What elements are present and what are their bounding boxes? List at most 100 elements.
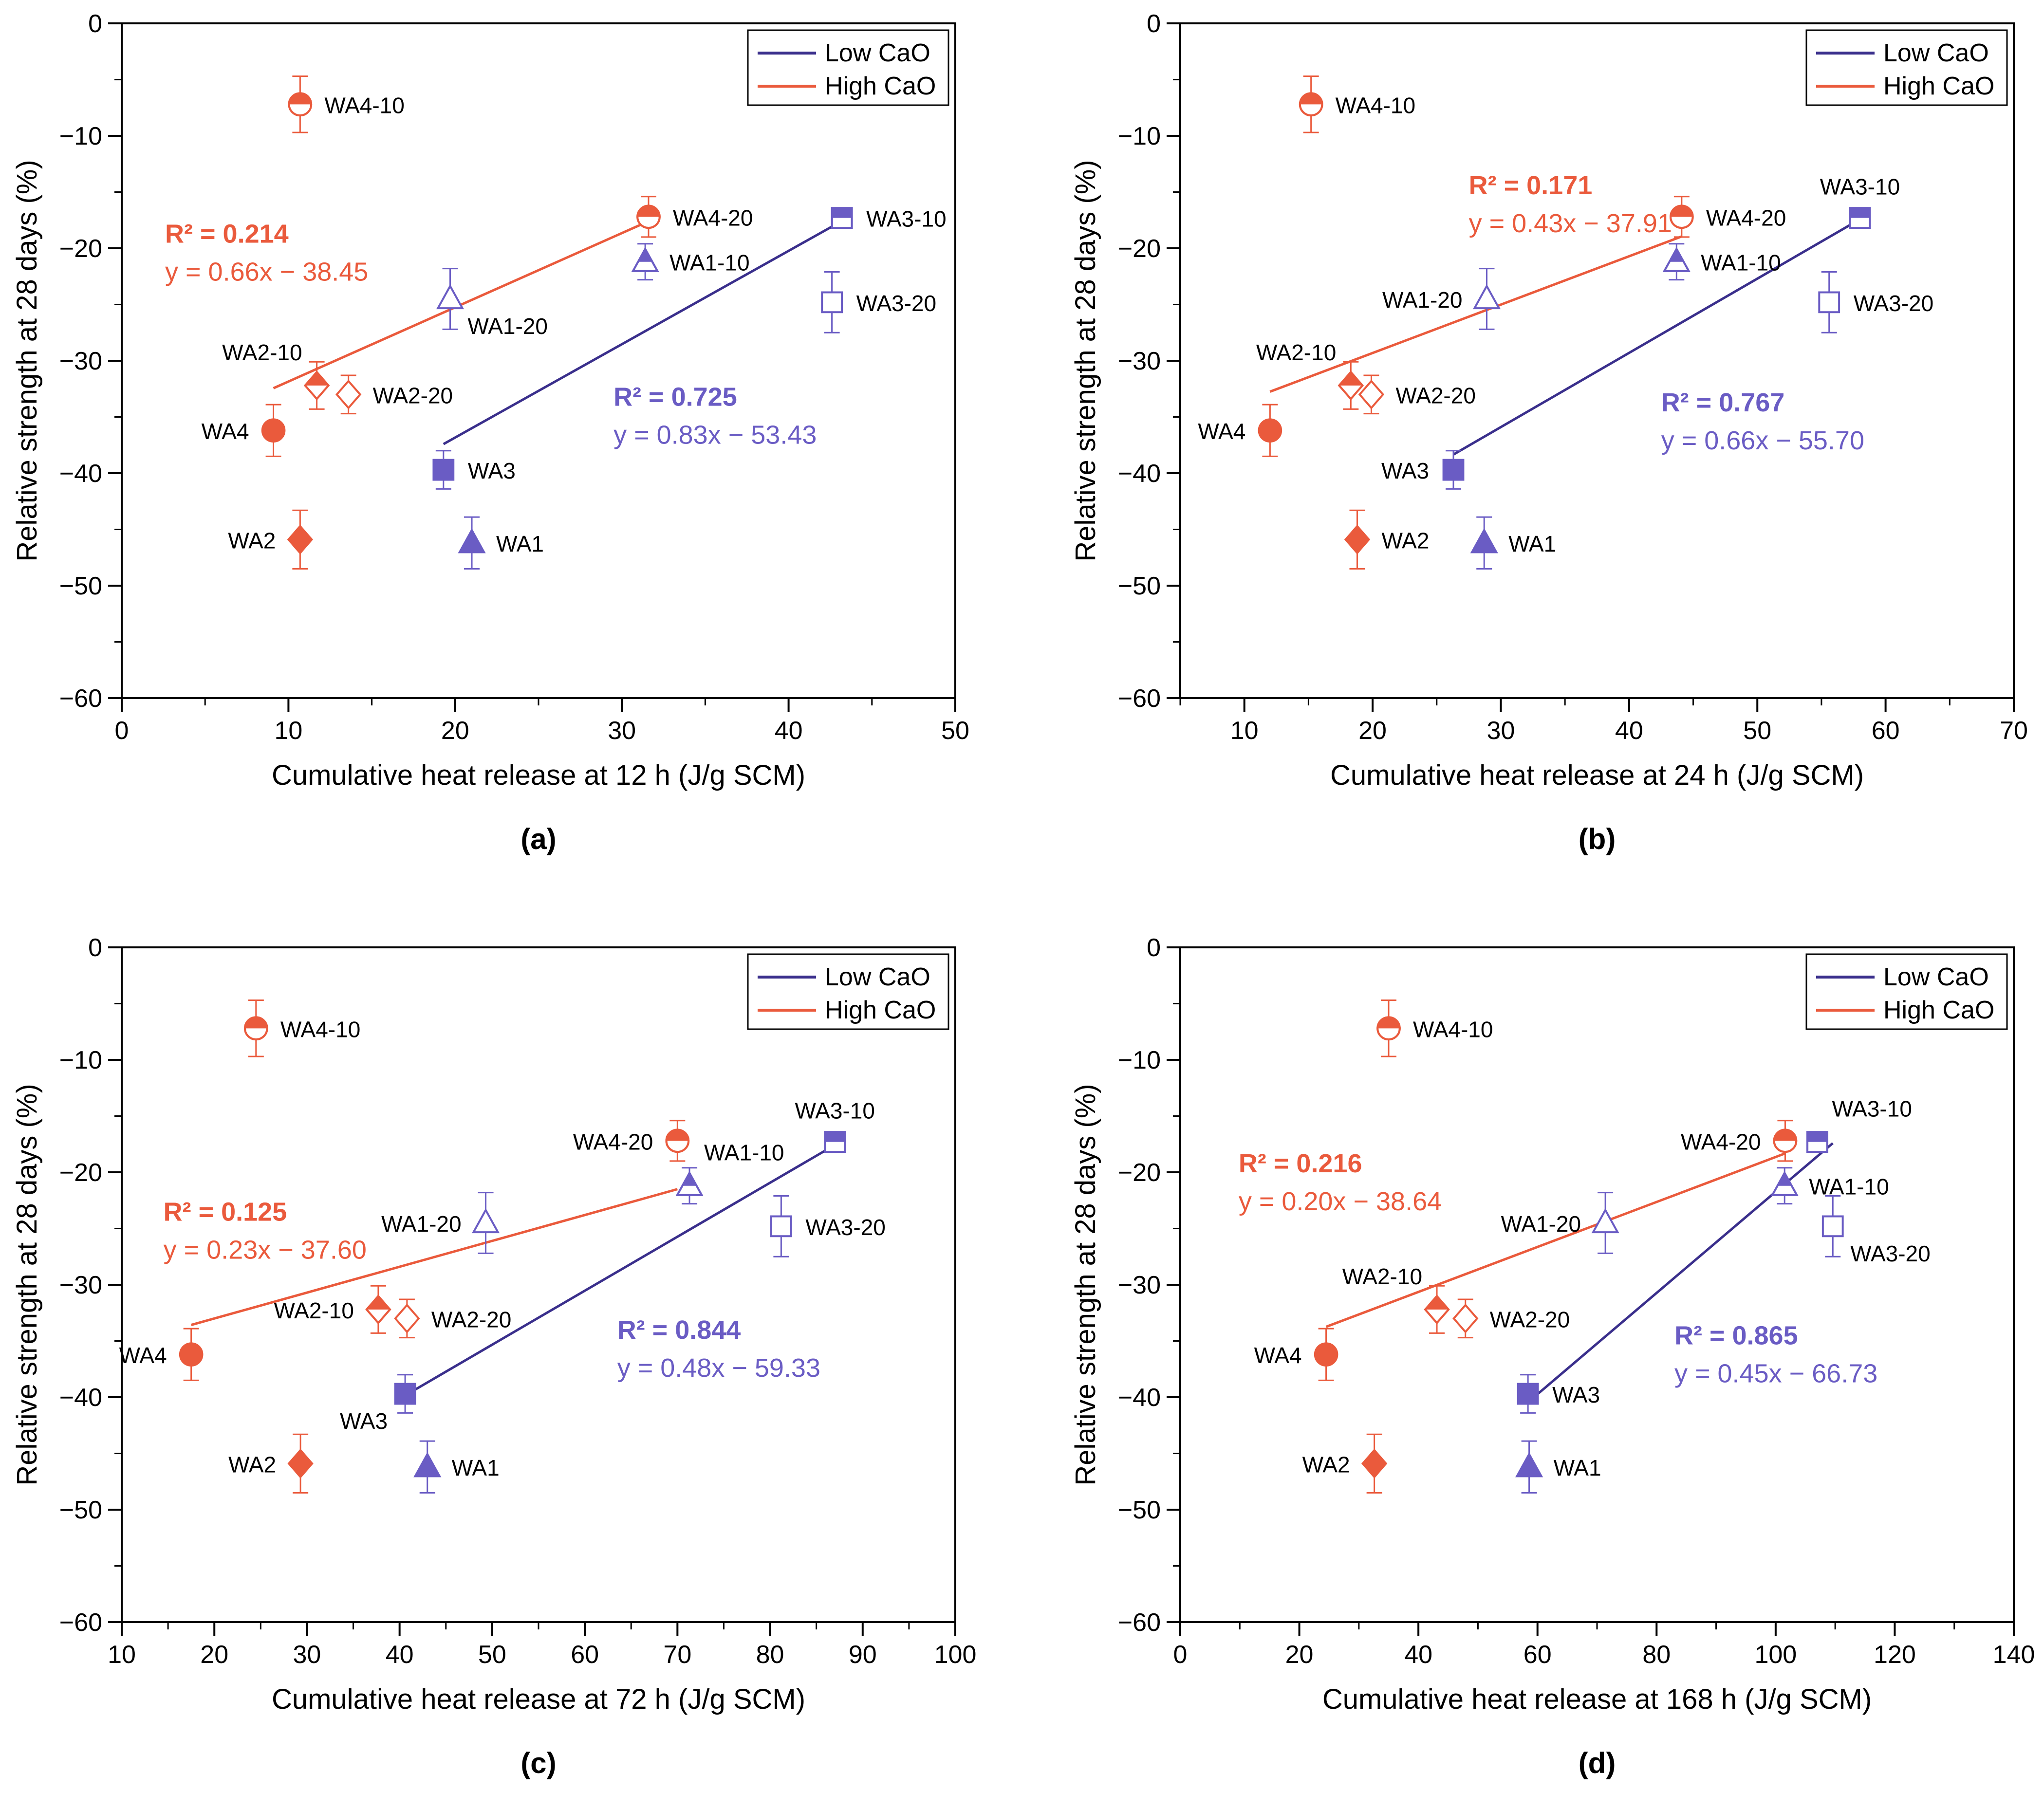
- x-tick-label: 40: [1404, 1641, 1432, 1669]
- fit-line-high: [1325, 1152, 1786, 1328]
- x-tick-label: 90: [849, 1641, 877, 1669]
- data-point: [1773, 1128, 1798, 1153]
- data-point: [1452, 1303, 1479, 1333]
- legend-box: [747, 953, 949, 1030]
- point-label: WA3: [340, 1408, 388, 1434]
- x-tick-label: 80: [756, 1641, 784, 1669]
- y-tick-label: −20: [59, 1159, 102, 1187]
- point-label: WA4: [1198, 419, 1245, 444]
- data-point: [1515, 1452, 1543, 1478]
- data-point: [1591, 1208, 1619, 1234]
- data-point: [831, 207, 853, 229]
- x-tick-label: 50: [941, 717, 969, 745]
- data-point: [770, 1215, 792, 1238]
- data-point: [179, 1342, 204, 1367]
- data-point: [1424, 1294, 1450, 1325]
- data-point: [1344, 524, 1371, 555]
- fit-line-low: [443, 220, 843, 445]
- data-point: [1258, 418, 1282, 443]
- x-tick-label: 10: [108, 1641, 136, 1669]
- data-point: [1442, 459, 1465, 481]
- y-axis-label: Relative strength at 28 days (%): [1070, 160, 1101, 561]
- point-label: WA3-10: [1832, 1096, 1912, 1122]
- y-tick-label: 0: [1147, 934, 1161, 962]
- data-point: [1299, 92, 1323, 117]
- point-label: WA2: [1381, 528, 1429, 553]
- x-tick-label: 0: [115, 717, 129, 745]
- y-tick-label: −40: [1118, 460, 1161, 488]
- point-label: WA3: [468, 458, 516, 483]
- point-label: WA2-20: [373, 383, 453, 408]
- data-point: [1314, 1342, 1338, 1367]
- data-point: [1670, 204, 1694, 229]
- y-tick-label: −20: [59, 235, 102, 263]
- y-tick-label: −30: [59, 347, 102, 375]
- equation-label-high: y = 0.66x − 38.45: [165, 257, 368, 286]
- point-label: WA1: [1554, 1455, 1601, 1480]
- r2-label-low: R² = 0.725: [613, 382, 737, 411]
- point-label: WA4: [202, 419, 249, 444]
- data-point: [471, 1208, 500, 1234]
- panel-label: (d): [1579, 1747, 1616, 1779]
- point-label: WA4-10: [324, 92, 404, 118]
- panel-d: 0 20 40 60 80 100 120 140 0 −10 −20 −30 −40 −50 −60 Cum…: [1070, 934, 2035, 1779]
- legend-label-high: High CaO: [825, 996, 936, 1024]
- x-tick-label: 70: [663, 1641, 691, 1669]
- point-label: WA1: [1508, 531, 1556, 556]
- y-tick-label: −50: [59, 572, 102, 600]
- point-label: WA4-10: [1413, 1017, 1493, 1042]
- x-tick-label: 40: [386, 1641, 414, 1669]
- data-point: [288, 92, 313, 117]
- panel-a: 0 10 20 30 40 50 0 −10 −20 −30 −40 −50 −60 Cumulative…: [11, 10, 969, 855]
- x-tick-label: 60: [1872, 717, 1900, 745]
- equation-label-low: y = 0.48x − 59.33: [617, 1353, 820, 1383]
- point-label: WA3: [1552, 1382, 1600, 1407]
- y-tick-label: −60: [1118, 684, 1161, 713]
- equation-label-low: y = 0.66x − 55.70: [1661, 426, 1864, 455]
- point-label: WA4-10: [280, 1017, 360, 1042]
- point-label: WA1-20: [1382, 287, 1462, 313]
- legend-label-high: High CaO: [1883, 72, 1994, 100]
- legend-box: [1805, 953, 2008, 1030]
- legend-label-high: High CaO: [825, 72, 936, 100]
- x-tick-label: 70: [2000, 717, 2028, 745]
- point-label: WA2-10: [1342, 1264, 1422, 1289]
- y-tick-label: 0: [88, 934, 102, 962]
- point-label: WA3-20: [856, 291, 936, 316]
- legend: Low CaO High CaO: [747, 953, 949, 1030]
- y-tick-label: −20: [1118, 235, 1161, 263]
- point-label: WA3-10: [1820, 174, 1900, 200]
- data-point: [365, 1294, 391, 1325]
- y-tick-label: 0: [1147, 10, 1161, 38]
- point-label: WA3: [1381, 458, 1429, 483]
- x-tick-label: 20: [441, 717, 469, 745]
- panel-label: (c): [520, 1747, 556, 1779]
- point-label: WA1-10: [669, 250, 749, 276]
- point-label: WA4: [119, 1343, 167, 1368]
- legend-label-low: Low CaO: [825, 39, 930, 67]
- x-tick-label: 30: [1487, 717, 1515, 745]
- point-label: WA1: [496, 531, 544, 556]
- x-tick-label: 120: [1874, 1641, 1916, 1669]
- y-axis-label: Relative strength at 28 days (%): [11, 1084, 43, 1485]
- r2-label-high: R² = 0.171: [1469, 171, 1593, 200]
- panel-label: (a): [520, 823, 556, 855]
- point-label: WA2-10: [1256, 340, 1336, 365]
- legend-label-low: Low CaO: [1883, 963, 1989, 991]
- data-point: [821, 291, 843, 314]
- x-tick-label: 20: [1358, 717, 1387, 745]
- point-label: WA1-20: [1501, 1211, 1581, 1237]
- point-label: WA4-10: [1336, 92, 1415, 118]
- y-tick-label: −10: [59, 122, 102, 150]
- point-label: WA1-20: [381, 1211, 461, 1237]
- data-point: [675, 1171, 704, 1196]
- data-point: [1517, 1383, 1539, 1405]
- y-tick-label: −10: [1118, 1046, 1161, 1074]
- data-point: [1470, 528, 1498, 554]
- data-point: [458, 528, 486, 554]
- x-tick-label: 40: [775, 717, 803, 745]
- x-axis-label: Cumulative heat release at 24 h (J/g SCM…: [1330, 759, 1864, 791]
- data-point: [665, 1128, 690, 1153]
- equation-label-low: y = 0.83x − 53.43: [613, 420, 817, 449]
- x-tick-label: 140: [1993, 1641, 2035, 1669]
